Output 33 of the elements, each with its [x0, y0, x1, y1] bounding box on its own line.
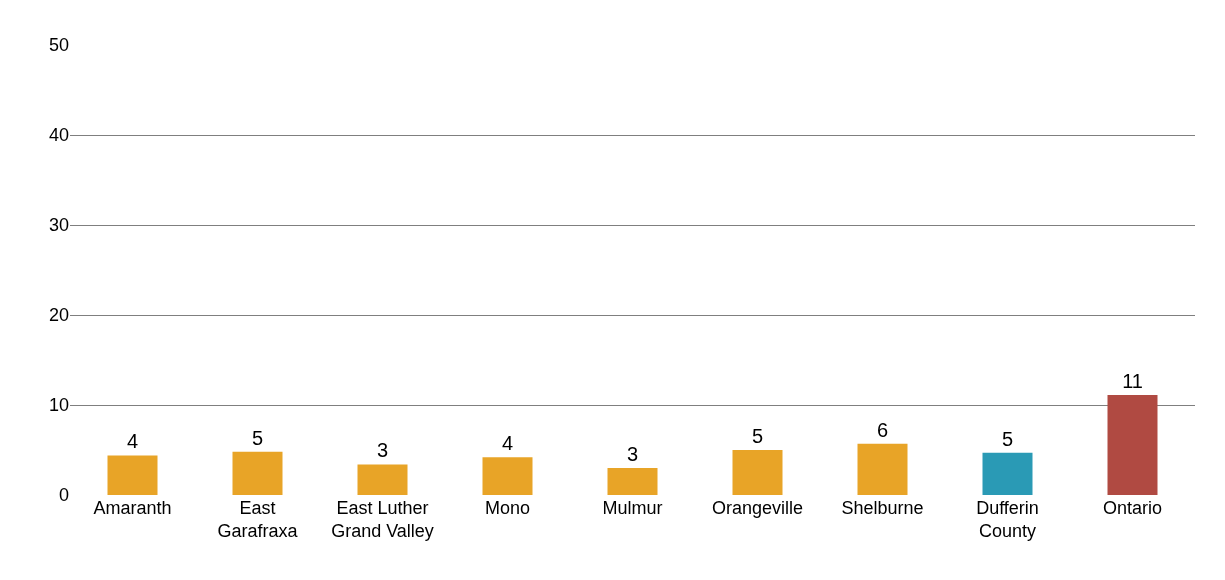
y-tick-label: 0	[58, 485, 69, 506]
bar	[857, 443, 908, 495]
y-tick-label: 40	[48, 125, 69, 146]
y-tick-label: 20	[48, 305, 69, 326]
x-tick-label: Amaranth	[93, 498, 172, 518]
x-tick-label: Mulmur	[602, 498, 663, 518]
bar	[357, 464, 408, 495]
bar	[1107, 395, 1158, 495]
x-tick-label: Mono	[484, 498, 531, 518]
data-label: 4	[501, 432, 514, 455]
x-tick-label: Ontario	[1102, 498, 1163, 518]
y-tick-label: 10	[48, 395, 69, 416]
y-tick-label: 50	[48, 35, 69, 56]
bar	[482, 457, 533, 495]
x-tick-label: East Garafraxa	[217, 498, 299, 542]
bar	[607, 468, 658, 495]
x-tick-label: Dufferin County	[976, 498, 1039, 542]
bar	[732, 450, 783, 495]
bar	[982, 452, 1033, 495]
x-tick-label: Shelburne	[841, 498, 924, 518]
data-label: 5	[251, 426, 264, 449]
x-tick-label: Orangeville	[711, 498, 804, 518]
bar	[232, 451, 283, 495]
data-label: 5	[751, 425, 764, 447]
x-tick-label: East Luther Grand Valley	[331, 498, 434, 542]
bar	[107, 455, 158, 495]
data-label: 11	[1122, 370, 1143, 393]
data-label: 3	[626, 443, 639, 465]
y-tick-label: 30	[48, 215, 69, 236]
data-label: 5	[1001, 427, 1014, 450]
data-label: 4	[126, 430, 139, 453]
data-label: 3	[376, 439, 389, 462]
data-label: 6	[876, 418, 889, 441]
